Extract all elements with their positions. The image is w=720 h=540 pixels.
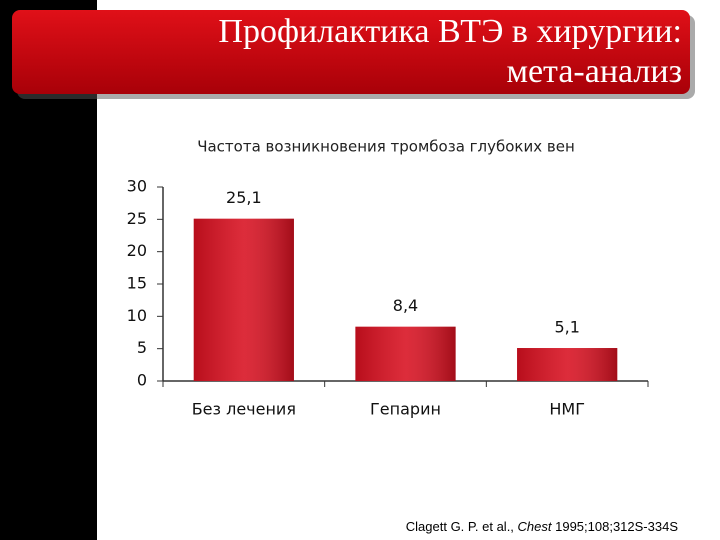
data-label: 25,1 [226,188,262,207]
citation-text: 1995;108;312S-334S [552,519,679,534]
chart-title: Частота возникновения тромбоза глубоких … [197,138,575,156]
x-tick-label: Гепарин [370,400,441,419]
y-tick-label: 25 [127,209,147,228]
data-label: 5,1 [554,318,579,337]
x-tick-label: Без лечения [192,400,296,419]
y-tick-label: 5 [137,338,147,357]
citation-journal: Chest [518,519,553,534]
bar-shade [193,218,294,381]
y-tick-label: 15 [127,274,147,293]
title-banner [12,10,690,94]
slide-title: мета-анализ [506,53,682,90]
bar-shade [355,326,456,381]
y-tick-label: 20 [127,241,147,260]
slide-title: Профилактика ВТЭ в хирургии: [218,13,682,50]
data-label: 8,4 [393,296,418,315]
citation: Clagett G. P. et al., Chest 1995;108;312… [406,519,679,534]
x-tick-label: НМГ [549,400,585,419]
y-tick-label: 30 [127,177,147,196]
bar-shade [517,348,618,381]
citation-text: Clagett G. P. et al., [406,519,518,534]
y-tick-label: 10 [127,306,147,325]
y-tick-label: 0 [137,371,147,390]
